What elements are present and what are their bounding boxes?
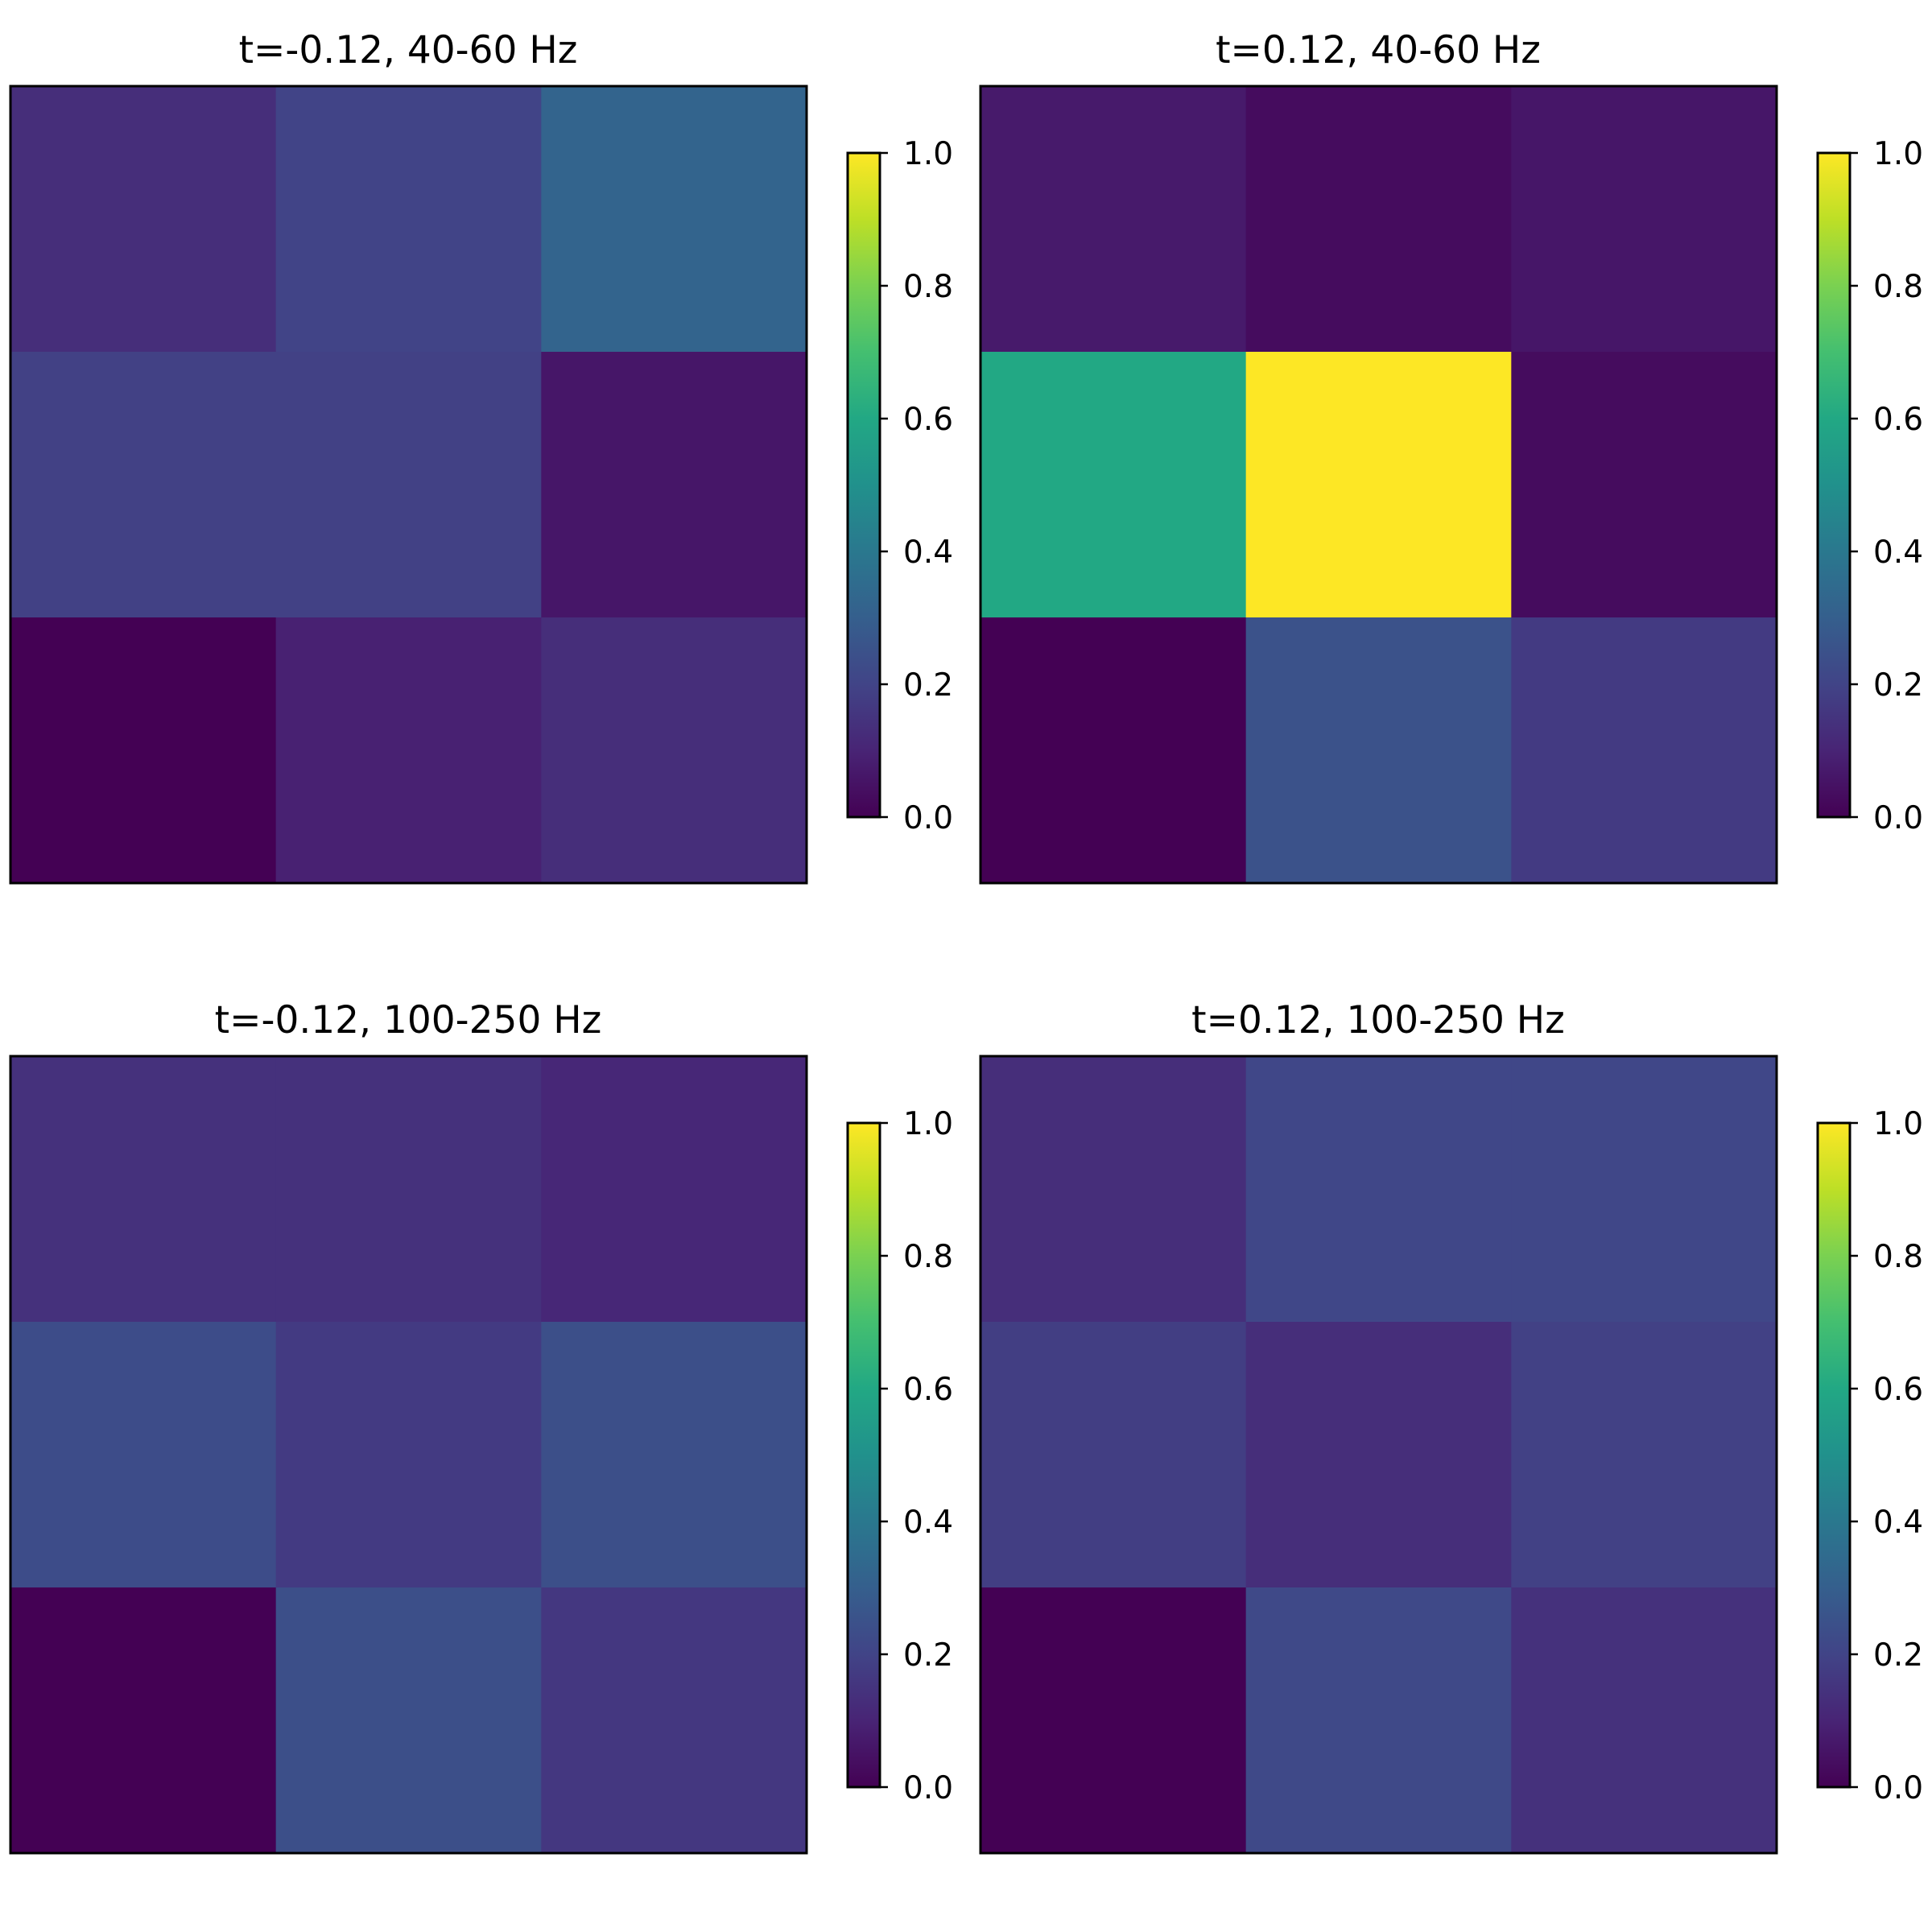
heatmap-cell-r1-c2 (541, 352, 807, 618)
heatmap-cell-r1-c0 (10, 352, 277, 618)
heatmap-cell-r0-c1 (1245, 1056, 1512, 1323)
heatmap-cell-r2-c0 (10, 1587, 277, 1854)
colorbar (1816, 151, 1852, 819)
heatmap-cell-r1-c2 (1511, 1322, 1777, 1588)
heatmap-cell-r2-c0 (980, 617, 1247, 884)
colorbar-tick-label: 1.0 (1873, 1106, 1923, 1142)
panel-title: t=-0.12, 40-60 Hz (239, 28, 578, 72)
heatmap-cell-r1-c0 (980, 352, 1247, 618)
heatmap-cells (10, 1056, 807, 1854)
plot-frame (9, 85, 808, 885)
heatmap-cell-r0-c0 (10, 1056, 277, 1323)
colorbar-tick-label: 0.8 (903, 1239, 953, 1275)
panel-top-left: t=-0.12, 40-60 Hz 0.0 0.2 0.4 0.6 0.8 1.… (9, 28, 953, 885)
colorbar-ticks: 0.0 0.2 0.4 0.6 0.8 1.0 (1850, 1106, 1923, 1806)
colorbar-tick-label: 0.4 (903, 535, 953, 571)
heatmap-cell-r2-c2 (1511, 1587, 1777, 1854)
colorbar-tick-label: 0.0 (903, 800, 953, 836)
heatmap-cell-r0-c2 (541, 1056, 807, 1323)
colorbar-tick-label: 1.0 (903, 136, 953, 172)
heatmap-cell-r1-c1 (275, 352, 542, 618)
colorbar (1816, 1121, 1852, 1789)
heatmap-cell-r1-c1 (1245, 352, 1512, 618)
colorbar (846, 151, 881, 819)
colorbar-tick-label: 0.4 (1873, 1505, 1923, 1541)
colorbar-tick-label: 0.6 (1873, 402, 1923, 438)
colorbar-tick-label: 0.2 (1873, 1637, 1923, 1674)
heatmap-cell-r0-c2 (1511, 1056, 1777, 1323)
heatmap-cell-r1-c0 (10, 1322, 277, 1588)
colorbar-tick-label: 1.0 (903, 1106, 953, 1142)
heatmap-cells (980, 1056, 1777, 1854)
heatmap-cell-r2-c2 (541, 1587, 807, 1854)
heatmap-cells (980, 86, 1777, 884)
colorbar-ticks: 0.0 0.2 0.4 0.6 0.8 1.0 (880, 136, 953, 836)
colorbar-tick-label: 0.2 (1873, 667, 1923, 704)
heatmap-cell-r2-c1 (275, 617, 542, 884)
heatmap-cell-r2-c0 (980, 1587, 1247, 1854)
plot-frame (9, 1055, 808, 1855)
colorbar-tick-label: 0.2 (903, 1637, 953, 1674)
colorbar-ticks: 0.0 0.2 0.4 0.6 0.8 1.0 (880, 1106, 953, 1806)
heatmap-cell-r1-c2 (541, 1322, 807, 1588)
heatmap-cells (10, 86, 807, 884)
colorbar-tick-label: 0.2 (903, 667, 953, 704)
heatmap-cell-r1-c1 (1245, 1322, 1512, 1588)
heatmap-cell-r2-c0 (10, 617, 277, 884)
heatmap-cell-r0-c0 (980, 86, 1247, 353)
heatmap-cell-r0-c2 (541, 86, 807, 353)
heatmap-cell-r0-c1 (1245, 86, 1512, 353)
heatmap-cell-r0-c0 (980, 1056, 1247, 1323)
panel-title: t=0.12, 40-60 Hz (1216, 28, 1541, 72)
panel-top-right: t=0.12, 40-60 Hz 0.0 0.2 0.4 0.6 0.8 1.0 (979, 28, 1923, 885)
panel-title: t=-0.12, 100-250 Hz (215, 998, 602, 1042)
heatmap-cell-r1-c0 (980, 1322, 1247, 1588)
colorbar (846, 1121, 881, 1789)
colorbar-tick-label: 0.0 (1873, 1770, 1923, 1806)
colorbar-tick-label: 0.6 (903, 402, 953, 438)
heatmap-cell-r2-c1 (275, 1587, 542, 1854)
colorbar-tick-label: 0.0 (903, 1770, 953, 1806)
heatmap-cell-r0-c1 (275, 1056, 542, 1323)
heatmap-cell-r1-c1 (275, 1322, 542, 1588)
colorbar-tick-label: 0.4 (1873, 535, 1923, 571)
heatmap-cell-r0-c1 (275, 86, 542, 353)
colorbar-tick-label: 0.8 (1873, 269, 1923, 305)
heatmap-cell-r2-c2 (541, 617, 807, 884)
panel-bottom-right: t=0.12, 100-250 Hz 0.0 0.2 0.4 0.6 0.8 1… (979, 998, 1923, 1855)
colorbar-ticks: 0.0 0.2 0.4 0.6 0.8 1.0 (1850, 136, 1923, 836)
heatmap-cell-r1-c2 (1511, 352, 1777, 618)
colorbar-tick-label: 0.6 (1873, 1372, 1923, 1408)
colorbar-tick-label: 0.4 (903, 1505, 953, 1541)
colorbar-tick-label: 1.0 (1873, 136, 1923, 172)
colorbar-tick-label: 0.8 (903, 269, 953, 305)
colorbar-tick-label: 0.6 (903, 1372, 953, 1408)
panel-bottom-left: t=-0.12, 100-250 Hz 0.0 0.2 0.4 0.6 0.8 … (9, 998, 953, 1855)
heatmap-cell-r2-c2 (1511, 617, 1777, 884)
plot-frame (979, 1055, 1778, 1855)
heatmap-cell-r0-c0 (10, 86, 277, 353)
colorbar-tick-label: 0.8 (1873, 1239, 1923, 1275)
plot-frame (979, 85, 1778, 885)
heatmap-cell-r2-c1 (1245, 617, 1512, 884)
heatmap-cell-r0-c2 (1511, 86, 1777, 353)
panel-title: t=0.12, 100-250 Hz (1191, 998, 1565, 1042)
colorbar-tick-label: 0.0 (1873, 800, 1923, 836)
heatmap-cell-r2-c1 (1245, 1587, 1512, 1854)
